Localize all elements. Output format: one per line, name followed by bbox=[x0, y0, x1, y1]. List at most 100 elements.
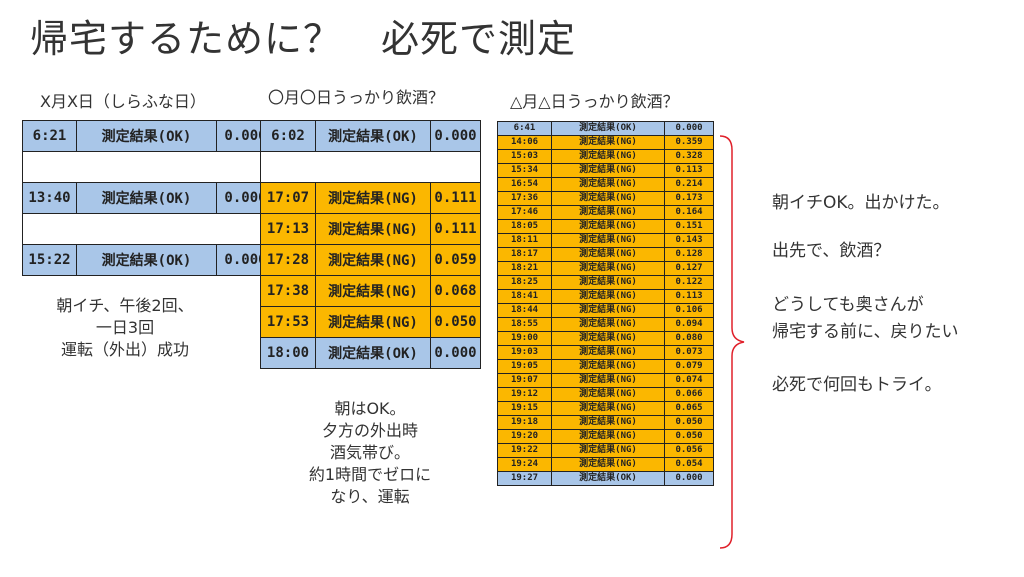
value-cell: 0.065 bbox=[665, 402, 714, 416]
blank-cell bbox=[261, 152, 481, 183]
result-cell: 測定結果(NG) bbox=[316, 183, 431, 214]
time-cell: 18:25 bbox=[498, 276, 552, 290]
value-cell: 0.164 bbox=[665, 206, 714, 220]
measurement-table-drinking-day-2: 6:41 測定結果(OK) 0.000 14:06 測定結果(NG) 0.359 15:03… bbox=[497, 121, 714, 486]
time-cell: 14:06 bbox=[498, 136, 552, 150]
time-cell: 6:02 bbox=[261, 121, 316, 152]
value-cell: 0.127 bbox=[665, 262, 714, 276]
value-cell: 0.122 bbox=[665, 276, 714, 290]
blank-cell bbox=[23, 214, 275, 245]
time-cell: 15:22 bbox=[23, 245, 77, 276]
measurement-row: 6:41 測定結果(OK) 0.000 bbox=[498, 122, 714, 136]
time-cell: 18:00 bbox=[261, 338, 316, 369]
column-heading-drinking-day-1: 〇月〇日うっかり飲酒？ bbox=[268, 84, 444, 108]
measurement-row: 19:24 測定結果(NG) 0.054 bbox=[498, 458, 714, 472]
value-cell: 0.073 bbox=[665, 346, 714, 360]
result-cell: 測定結果(NG) bbox=[552, 192, 665, 206]
result-cell: 測定結果(NG) bbox=[552, 234, 665, 248]
value-cell: 0.214 bbox=[665, 178, 714, 192]
time-cell: 17:28 bbox=[261, 245, 316, 276]
result-cell: 測定結果(NG) bbox=[552, 332, 665, 346]
value-cell: 0.054 bbox=[665, 458, 714, 472]
result-cell: 測定結果(NG) bbox=[552, 220, 665, 234]
value-cell: 0.079 bbox=[665, 360, 714, 374]
time-cell: 18:05 bbox=[498, 220, 552, 234]
note-line: 朝イチ、午後2回、 bbox=[40, 292, 210, 314]
measurement-row: 19:15 測定結果(NG) 0.065 bbox=[498, 402, 714, 416]
value-cell: 0.106 bbox=[665, 304, 714, 318]
measurement-row: 6:02 測定結果(OK) 0.000 bbox=[261, 121, 481, 152]
blank-cell bbox=[23, 152, 275, 183]
measurement-table-drinking-day-1: 6:02 測定結果(OK) 0.000 17:07 測定結果(NG) 0.111 17:13… bbox=[260, 120, 481, 369]
blank-row bbox=[23, 152, 275, 183]
column-heading-drinking-day-2: △月△日うっかり飲酒？ bbox=[510, 88, 679, 112]
measurement-row: 18:25 測定結果(NG) 0.122 bbox=[498, 276, 714, 290]
result-cell: 測定結果(NG) bbox=[552, 290, 665, 304]
red-bracket bbox=[718, 134, 748, 552]
measurement-row: 14:06 測定結果(NG) 0.359 bbox=[498, 136, 714, 150]
measurement-row: 18:11 測定結果(NG) 0.143 bbox=[498, 234, 714, 248]
side-note-morning-ok: 朝イチOK。出かけた。 bbox=[772, 188, 950, 213]
value-cell: 0.074 bbox=[665, 374, 714, 388]
measurement-row: 18:05 測定結果(NG) 0.151 bbox=[498, 220, 714, 234]
result-cell: 測定結果(NG) bbox=[552, 150, 665, 164]
note-line: 夕方の外出時 bbox=[280, 417, 460, 439]
measurement-row: 19:18 測定結果(NG) 0.050 bbox=[498, 416, 714, 430]
time-cell: 19:07 bbox=[498, 374, 552, 388]
measurement-row: 6:21 測定結果(OK) 0.000 bbox=[23, 121, 275, 152]
measurement-row: 17:13 測定結果(NG) 0.111 bbox=[261, 214, 481, 245]
time-cell: 17:07 bbox=[261, 183, 316, 214]
result-cell: 測定結果(OK) bbox=[552, 122, 665, 136]
time-cell: 19:18 bbox=[498, 416, 552, 430]
value-cell: 0.000 bbox=[665, 472, 714, 486]
result-cell: 測定結果(NG) bbox=[552, 374, 665, 388]
note-line: 酒気帯び。 bbox=[280, 439, 460, 461]
measurement-row: 19:07 測定結果(NG) 0.074 bbox=[498, 374, 714, 388]
measurement-row: 19:20 測定結果(NG) 0.050 bbox=[498, 430, 714, 444]
time-cell: 19:12 bbox=[498, 388, 552, 402]
time-cell: 6:41 bbox=[498, 122, 552, 136]
value-cell: 0.000 bbox=[665, 122, 714, 136]
result-cell: 測定結果(NG) bbox=[552, 430, 665, 444]
result-cell: 測定結果(OK) bbox=[552, 472, 665, 486]
time-cell: 18:17 bbox=[498, 248, 552, 262]
result-cell: 測定結果(NG) bbox=[552, 164, 665, 178]
note-line: 運転（外出）成功 bbox=[40, 336, 210, 358]
measurement-row: 19:03 測定結果(NG) 0.073 bbox=[498, 346, 714, 360]
time-cell: 15:34 bbox=[498, 164, 552, 178]
result-cell: 測定結果(NG) bbox=[552, 248, 665, 262]
result-cell: 測定結果(NG) bbox=[552, 402, 665, 416]
measurement-row: 17:28 測定結果(NG) 0.059 bbox=[261, 245, 481, 276]
value-cell: 0.173 bbox=[665, 192, 714, 206]
side-note-wife-line-1: どうしても奥さんが bbox=[772, 290, 924, 315]
time-cell: 18:44 bbox=[498, 304, 552, 318]
measurement-row: 18:21 測定結果(NG) 0.127 bbox=[498, 262, 714, 276]
value-cell: 0.068 bbox=[431, 276, 481, 307]
time-cell: 19:00 bbox=[498, 332, 552, 346]
result-cell: 測定結果(NG) bbox=[552, 136, 665, 150]
result-cell: 測定結果(NG) bbox=[552, 318, 665, 332]
time-cell: 18:11 bbox=[498, 234, 552, 248]
blank-row bbox=[23, 214, 275, 245]
result-cell: 測定結果(NG) bbox=[552, 276, 665, 290]
value-cell: 0.151 bbox=[665, 220, 714, 234]
measurement-row: 15:03 測定結果(NG) 0.328 bbox=[498, 150, 714, 164]
measurement-row: 18:44 測定結果(NG) 0.106 bbox=[498, 304, 714, 318]
result-cell: 測定結果(NG) bbox=[316, 276, 431, 307]
value-cell: 0.094 bbox=[665, 318, 714, 332]
result-cell: 測定結果(NG) bbox=[552, 388, 665, 402]
result-cell: 測定結果(OK) bbox=[316, 338, 431, 369]
value-cell: 0.128 bbox=[665, 248, 714, 262]
value-cell: 0.059 bbox=[431, 245, 481, 276]
time-cell: 13:40 bbox=[23, 183, 77, 214]
side-note-wife-line-2: 帰宅する前に、戻りたい bbox=[772, 317, 959, 342]
measurement-row: 18:55 測定結果(NG) 0.094 bbox=[498, 318, 714, 332]
blank-row bbox=[261, 152, 481, 183]
result-cell: 測定結果(NG) bbox=[552, 304, 665, 318]
time-cell: 17:36 bbox=[498, 192, 552, 206]
time-cell: 19:27 bbox=[498, 472, 552, 486]
result-cell: 測定結果(NG) bbox=[552, 206, 665, 220]
note-line: 朝はOK。 bbox=[280, 395, 460, 417]
time-cell: 19:15 bbox=[498, 402, 552, 416]
value-cell: 0.113 bbox=[665, 164, 714, 178]
